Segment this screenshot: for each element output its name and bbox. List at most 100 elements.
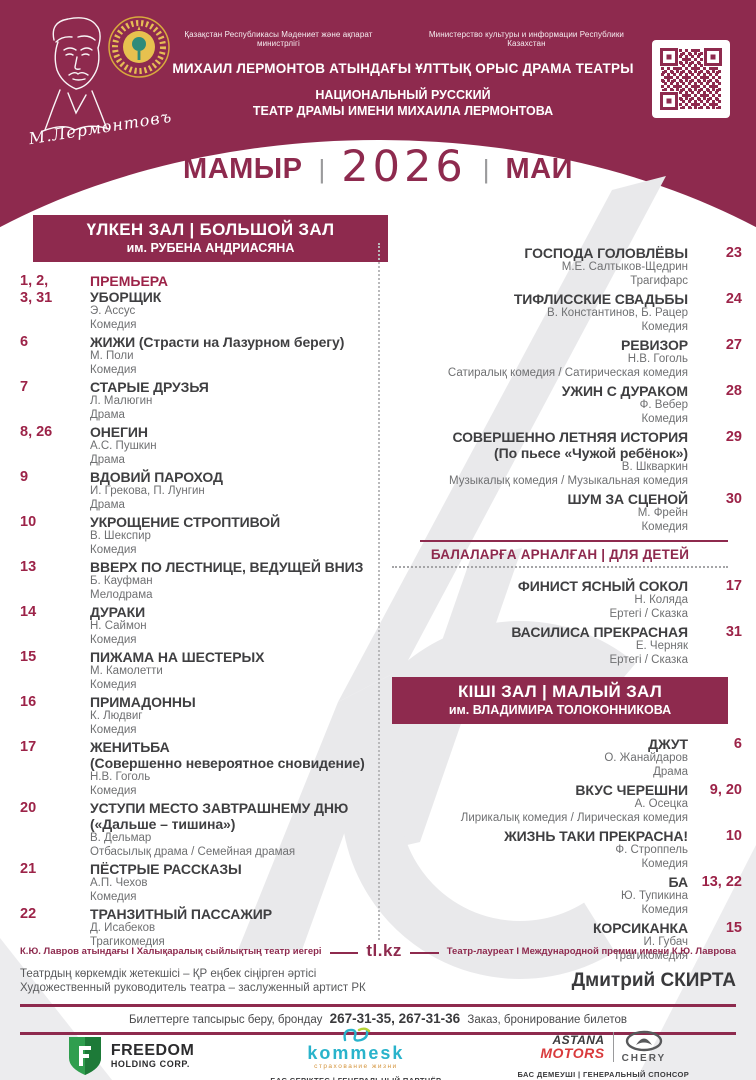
play-author: Л. Малюгин <box>90 395 153 407</box>
ministry-kz: Қазақстан Республикасы Мәдениет және ақп… <box>184 30 373 48</box>
play-genre: Трагифарс <box>630 274 688 287</box>
play-title: УЖИН С ДУРАКОМ <box>561 383 688 399</box>
play-title: ГОСПОДА ГОЛОВЛЁВЫ <box>524 245 688 261</box>
play-genre: Комедия <box>90 678 137 691</box>
play-info: ФИНИСТ ЯСНЫЙ СОКОЛ Н. Коляда Ертегі / Ск… <box>392 578 688 621</box>
play-title: КОРСИКАНКА <box>592 920 688 936</box>
play-item: 16 ПРИМАДОННЫ К. Людвиг Комедия <box>20 694 378 737</box>
chery-logo: CHERY <box>622 1030 667 1064</box>
rule <box>329 951 359 954</box>
play-title: ДУРАКИ <box>90 604 146 620</box>
play-author: В. Шекспир <box>90 530 151 542</box>
play-genre: Комедия <box>641 520 688 533</box>
play-item: 21 ПЁСТРЫЕ РАССКАЗЫ А.П. Чехов Комедия <box>20 861 378 904</box>
play-genre: Комедия <box>641 412 688 425</box>
award-row: К.Ю. Лавров атындағы I Халықаралық сыйлы… <box>20 941 736 961</box>
play-info: ВДОВИЙ ПАРОХОД И. Грекова, П. Лунгин Дра… <box>90 469 378 512</box>
play-dates: 13, 22 <box>701 874 742 890</box>
play-genre: Комедия <box>90 318 137 331</box>
kids-play-list: ФИНИСТ ЯСНЫЙ СОКОЛ Н. Коляда Ертегі / Ск… <box>392 578 744 667</box>
play-genre: Комедия <box>90 890 137 903</box>
play-info: РЕВИЗОР Н.В. Гоголь Сатиралық комедия / … <box>392 337 688 380</box>
kazakhstan-emblem-icon <box>108 16 170 78</box>
play-item: ЖИЗНЬ ТАКИ ПРЕКРАСНА! Ф. Строппель Комед… <box>392 828 744 871</box>
sponsors-row: FREEDOM HOLDING CORP. kommesk страховани… <box>0 1026 756 1080</box>
kids-section-rule <box>420 540 728 542</box>
play-title: УСТУПИ МЕСТО ЗАВТРАШНЕМУ ДНЮ («Дальше – … <box>90 800 349 832</box>
play-info: ПИЖАМА НА ШЕСТЕРЫХ М. Камолетти Комедия <box>90 649 378 692</box>
sponsor-astana-motors-chery: ASTANA MOTORS CHERY БАС ДЕМЕУШІ | ГЕНЕРА… <box>517 1026 689 1079</box>
play-author: Н. Саймон <box>90 620 147 632</box>
play-info: ГОСПОДА ГОЛОВЛЁВЫ М.Е. Салтыков-Щедрин Т… <box>392 245 688 288</box>
play-item: 9 ВДОВИЙ ПАРОХОД И. Грекова, П. Лунгин Д… <box>20 469 378 512</box>
play-author: И. Грекова, П. Лунгин <box>90 485 205 497</box>
sponsor-freedom: FREEDOM HOLDING CORP. <box>67 1034 195 1076</box>
play-author: Н. Коляда <box>634 594 688 606</box>
play-info: ПРЕМЬЕРА УБОРЩИК Э. Ассус Комедия <box>90 273 378 332</box>
play-dates: 6 <box>20 334 29 350</box>
play-dates: 15 <box>725 920 742 936</box>
play-title: ВДОВИЙ ПАРОХОД <box>90 469 223 485</box>
play-author: В. Шкваркин <box>621 461 688 473</box>
separator: | <box>482 153 490 184</box>
play-author: Ю. Тупикина <box>621 890 688 902</box>
play-genre: Комедия <box>90 633 137 646</box>
play-item: КОРСИКАНКА И. Губач Трагикомедия 15 <box>392 920 744 963</box>
play-dates: 10 <box>725 828 742 844</box>
play-dates: 9 <box>20 469 29 485</box>
play-author: М. Камолетти <box>90 665 163 677</box>
website-link: tl.kz <box>366 941 402 960</box>
play-author: Е. Черняк <box>635 640 688 652</box>
small-hall-header: КІШІ ЗАЛ | МАЛЫЙ ЗАЛ им. ВЛАДИМИРА ТОЛОК… <box>392 677 728 724</box>
year: 2026 <box>341 142 467 192</box>
play-info: ВКУС ЧЕРЕШНИ А. Осецка Лирикалық комедия… <box>392 782 688 825</box>
play-title: ШУМ ЗА СЦЕНОЙ <box>567 491 688 507</box>
play-dates: 8, 26 <box>20 424 53 440</box>
play-genre: Сатиралық комедия / Сатирическая комедия <box>447 366 688 379</box>
play-dates: 1, 2, 3, 31 <box>20 273 53 306</box>
play-info: ОНЕГИН А.С. Пушкин Драма <box>90 424 378 467</box>
small-hall-subtitle: им. ВЛАДИМИРА ТОЛОКОННИКОВА <box>448 703 672 717</box>
play-info: БА Ю. Тупикина Комедия <box>392 874 688 917</box>
play-info: ТРАНЗИТНЫЙ ПАССАЖИР Д. Исабеков Трагиком… <box>90 906 378 949</box>
play-author: И. Губач <box>643 936 688 948</box>
play-dates: 10 <box>20 514 37 530</box>
big-hall-subtitle: им. РУБЕНА АНДРИАСЯНА <box>126 241 295 255</box>
astana-role: БАС ДЕМЕУШІ | ГЕНЕРАЛЬНЫЙ СПОНСОР <box>517 1070 690 1079</box>
play-dates: 20 <box>20 800 37 816</box>
play-dates: 30 <box>725 491 742 507</box>
play-info: ДЖУТ О. Жанайдаров Драма <box>392 736 688 779</box>
big-hall-left-column: ҮЛКЕН ЗАЛ | БОЛЬШОЙ ЗАЛ им. РУБЕНА АНДРИ… <box>20 215 388 966</box>
freedom-shield-icon <box>68 1037 101 1075</box>
play-author: М.Е. Салтыков-Щедрин <box>561 261 688 273</box>
astana-chery-logos: ASTANA MOTORS CHERY <box>540 1030 666 1064</box>
director-titles: Театрдың көркемдік жетекшісі – ҚР еңбек … <box>20 968 366 995</box>
play-info: СОВЕРШЕННО ЛЕТНЯЯ ИСТОРИЯ (По пьесе «Чуж… <box>392 429 688 488</box>
rule <box>409 951 439 954</box>
play-genre: Комедия <box>90 784 137 797</box>
right-column: ГОСПОДА ГОЛОВЛЁВЫ М.Е. Салтыков-Щедрин Т… <box>380 215 744 966</box>
play-author: Э. Ассус <box>90 305 136 317</box>
play-title: ЖИЖИ (Страсти на Лазурном берегу) <box>90 334 345 350</box>
header-text: Қазақстан Республикасы Мәдениет және ақп… <box>168 30 638 118</box>
ministry-line: Қазақстан Республикасы Мәдениет және ақп… <box>168 30 638 48</box>
premiere-badge: ПРЕМЬЕРА <box>90 273 169 289</box>
kommesk-role: БАС СЕРІКТЕС | ГЕНЕРАЛЬНЫЙ ПАРТНЁР <box>270 1076 441 1080</box>
month-banner: МАМЫР | 2026 | МАЙ <box>0 142 756 192</box>
play-author: Д. Исабеков <box>90 922 156 934</box>
astana-motors-wordmark: ASTANA MOTORS <box>540 1034 604 1061</box>
play-genre: Трагикомедия <box>613 949 688 962</box>
play-dates: 13 <box>20 559 37 575</box>
play-title: ОНЕГИН <box>90 424 148 440</box>
kommesk-ribbon-icon <box>343 1027 371 1042</box>
play-item: 6 ЖИЖИ (Страсти на Лазурном берегу) М. П… <box>20 334 378 377</box>
play-item: БА Ю. Тупикина Комедия 13, 22 <box>392 874 744 917</box>
play-title: ФИНИСТ ЯСНЫЙ СОКОЛ <box>517 578 688 594</box>
play-genre: Драма <box>90 453 125 466</box>
play-genre: Драма <box>90 498 125 511</box>
play-item: СОВЕРШЕННО ЛЕТНЯЯ ИСТОРИЯ (По пьесе «Чуж… <box>392 429 744 488</box>
play-genre: Лирикалық комедия / Лирическая комедия <box>460 811 688 824</box>
play-genre: Отбасылық драма / Семейная драмая <box>90 845 296 858</box>
play-info: ПЁСТРЫЕ РАССКАЗЫ А.П. Чехов Комедия <box>90 861 378 904</box>
play-dates: 22 <box>20 906 37 922</box>
